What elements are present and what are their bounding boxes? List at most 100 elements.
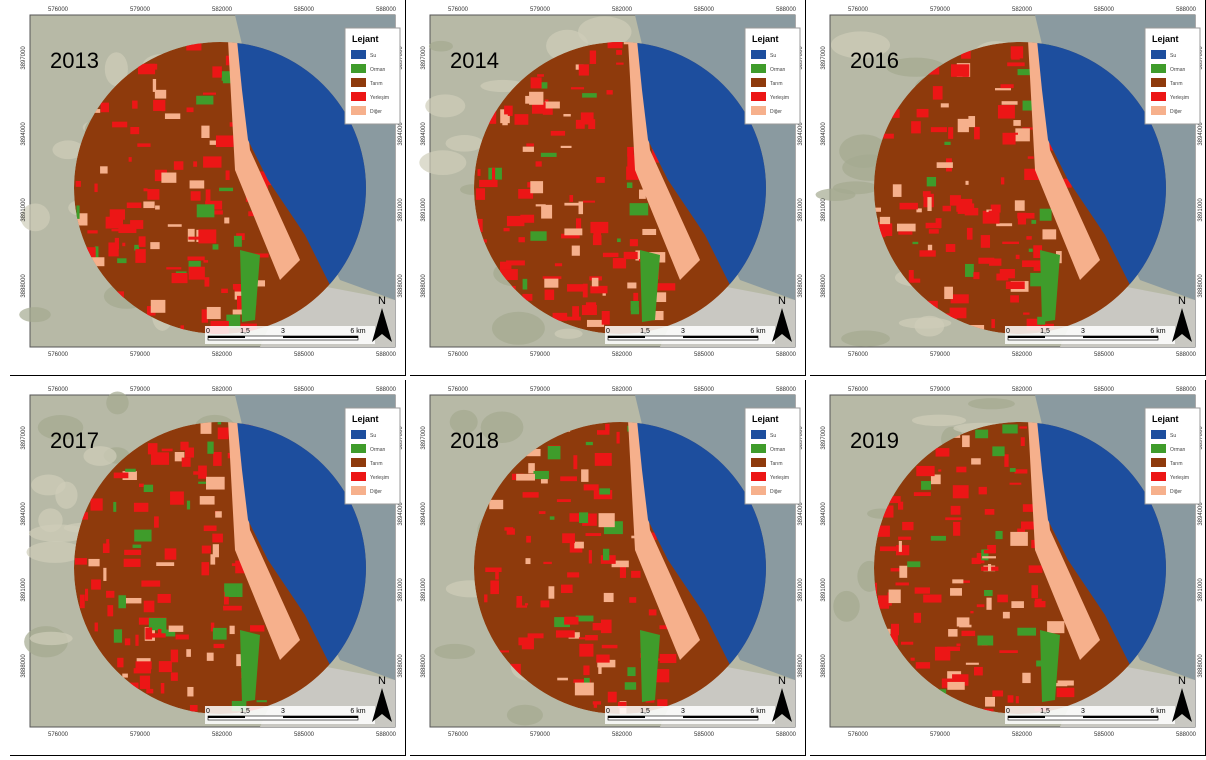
legend-swatch: [351, 444, 366, 453]
land-patch: [171, 650, 178, 663]
land-patch: [141, 580, 160, 586]
north-label: N: [1178, 295, 1186, 307]
land-patch: [613, 258, 626, 268]
land-patch: [122, 243, 125, 246]
land-patch: [185, 448, 194, 458]
land-patch: [523, 492, 539, 497]
land-patch: [962, 435, 970, 447]
land-patch: [1057, 688, 1075, 697]
land-patch: [1010, 468, 1016, 472]
land-patch: [630, 203, 649, 215]
land-patch: [150, 242, 159, 249]
x-coordinate: 576000: [448, 7, 469, 13]
land-patch: [995, 88, 1011, 90]
land-patch: [966, 663, 979, 665]
land-patch: [516, 596, 522, 606]
land-patch: [902, 522, 913, 530]
land-patch: [927, 177, 936, 186]
land-patch: [897, 224, 916, 232]
x-coordinate: 585000: [1094, 732, 1115, 738]
legend-label: Diğer: [770, 109, 782, 115]
legend-label: Diğer: [770, 489, 782, 495]
terrain: [899, 317, 952, 328]
land-patch: [948, 127, 953, 139]
land-patch: [590, 286, 607, 294]
x-coordinate: 585000: [1094, 352, 1115, 358]
x-coordinate: 582000: [1012, 387, 1033, 393]
x-coordinate: 579000: [130, 7, 151, 13]
land-patch: [225, 586, 237, 597]
x-coordinate: 582000: [212, 387, 233, 393]
land-patch: [541, 153, 557, 157]
land-patch: [226, 170, 230, 180]
map-panel: 2018576000576000579000579000582000582000…: [410, 380, 806, 756]
legend-title: Lejant: [752, 34, 779, 44]
x-coordinate: 585000: [1094, 387, 1115, 393]
land-patch: [633, 293, 638, 301]
land-patch: [117, 658, 123, 668]
land-patch: [495, 572, 499, 580]
legend-label: Tarım: [770, 81, 783, 87]
land-patch: [144, 601, 155, 613]
land-patch: [616, 50, 622, 55]
legend-swatch: [751, 92, 766, 101]
y-coordinate: 3897000: [21, 46, 27, 70]
legend-label: Yerleşim: [1170, 475, 1189, 481]
x-coordinate: 579000: [930, 7, 951, 13]
land-patch: [604, 593, 614, 602]
land-patch: [203, 260, 208, 263]
land-patch: [951, 506, 961, 515]
land-patch: [94, 184, 97, 193]
y-coordinate: 3894000: [21, 502, 27, 526]
land-patch: [899, 541, 902, 552]
land-patch: [1002, 424, 1017, 433]
land-patch: [193, 471, 204, 474]
land-patch: [207, 307, 221, 319]
land-patch: [1028, 156, 1034, 158]
land-patch: [161, 173, 176, 183]
land-patch: [526, 536, 531, 543]
land-patch: [556, 630, 575, 637]
land-patch: [132, 101, 137, 109]
scale-label: 3: [681, 328, 685, 335]
legend-label: Yerleşim: [770, 475, 789, 481]
legend-label: Orman: [370, 67, 386, 73]
land-patch: [572, 246, 580, 256]
land-patch: [1002, 101, 1018, 105]
land-patch: [76, 181, 81, 187]
north-label: N: [778, 295, 786, 307]
land-patch: [557, 499, 571, 502]
land-patch: [187, 257, 204, 261]
land-patch: [995, 531, 1002, 539]
land-patch: [599, 513, 615, 527]
land-patch: [544, 279, 558, 288]
land-patch: [144, 188, 148, 191]
land-patch: [977, 636, 993, 646]
year-label: 2016: [850, 48, 899, 73]
land-patch: [213, 628, 227, 640]
x-coordinate: 576000: [448, 387, 469, 393]
land-patch: [938, 469, 941, 471]
legend-label: Yerleşim: [770, 95, 789, 101]
land-patch: [943, 206, 951, 212]
land-patch: [196, 96, 213, 105]
land-patch: [629, 597, 636, 603]
x-coordinate: 588000: [376, 732, 397, 738]
land-patch: [601, 620, 612, 634]
y-coordinate: 3891000: [798, 198, 804, 222]
legend-label: Su: [770, 433, 776, 439]
map-panel: 2013576000576000579000579000582000582000…: [10, 0, 406, 376]
legend-swatch: [351, 78, 366, 87]
terrain: [446, 135, 484, 152]
y-coordinate: 3891000: [1198, 198, 1204, 222]
scale-label: 0: [1006, 328, 1010, 335]
land-patch: [539, 511, 546, 514]
land-patch: [1023, 101, 1033, 111]
land-patch: [502, 114, 507, 125]
x-coordinate: 579000: [530, 352, 551, 358]
y-coordinate: 3894000: [421, 502, 427, 526]
x-coordinate: 582000: [1012, 7, 1033, 13]
y-coordinate: 3891000: [398, 198, 404, 222]
land-patch: [960, 66, 967, 69]
land-patch: [596, 177, 605, 183]
